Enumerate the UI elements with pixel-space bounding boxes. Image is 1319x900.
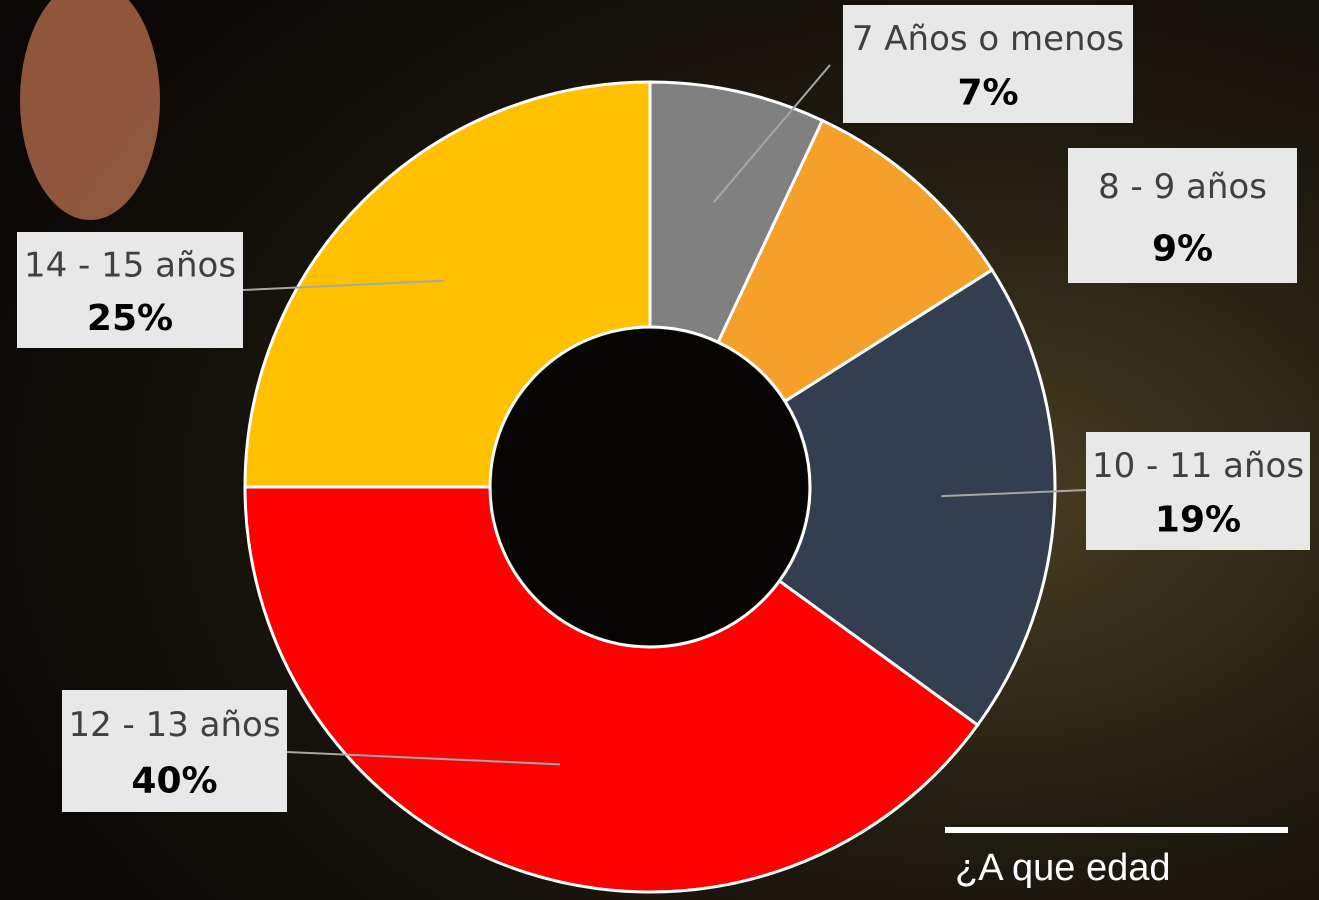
background-ear (20, 0, 160, 220)
category-label: 8 - 9 años (1098, 167, 1267, 207)
leader-line (941, 489, 1087, 498)
leader-line (242, 279, 444, 291)
donut-slice (243, 485, 980, 894)
donut-hole (492, 329, 808, 645)
donut-slice (716, 118, 995, 404)
category-label: 12 - 13 años (68, 705, 280, 745)
value-label: 9% (1152, 229, 1213, 270)
category-label: 7 Años o menos (852, 19, 1124, 59)
chart-title: ¿A que edad (955, 847, 1171, 889)
value-label: 7% (957, 73, 1018, 114)
donut-slice (777, 267, 1057, 728)
leader-line (286, 751, 560, 766)
label-box (62, 690, 287, 812)
value-label: 40% (131, 761, 217, 802)
leader-line (712, 64, 831, 204)
label-box (843, 5, 1133, 123)
label-box (1086, 432, 1310, 550)
donut-slice (243, 80, 652, 489)
category-label: 14 - 15 años (24, 245, 236, 285)
label-box (1068, 148, 1297, 283)
value-label: 25% (87, 298, 173, 339)
value-label: 19% (1155, 500, 1241, 541)
label-box (17, 232, 243, 348)
category-label: 10 - 11 años (1092, 446, 1304, 486)
